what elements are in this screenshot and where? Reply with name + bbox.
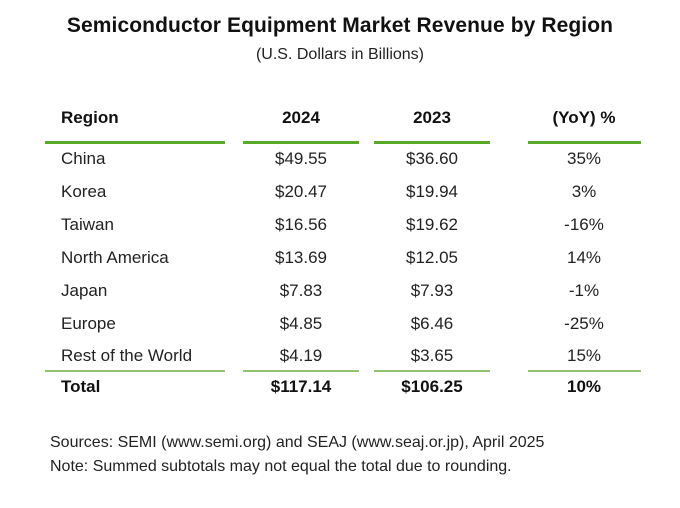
column-header-yoy: (YoY) %	[552, 108, 616, 127]
total-rule-region	[45, 370, 225, 372]
total-yoy: 10%	[566, 377, 602, 396]
value-2023-cell: $36.60	[406, 149, 458, 168]
total-rule-yoy	[528, 370, 641, 372]
total-rule-2023	[374, 370, 490, 372]
header-rule-region	[45, 141, 225, 144]
total-label: Total	[61, 377, 101, 396]
sources-note: Sources: SEMI (www.semi.org) and SEAJ (w…	[50, 434, 545, 451]
region-cell: Taiwan	[61, 215, 114, 234]
yoy-cell: 3%	[571, 182, 597, 201]
column-header-region: Region	[61, 108, 119, 127]
yoy-cell: 15%	[566, 346, 602, 365]
table-row: Japan $7.83 $7.93 -1%	[0, 281, 680, 314]
region-cell: China	[61, 149, 106, 168]
header-rule-2024	[243, 141, 359, 144]
region-cell: Korea	[61, 182, 107, 201]
table-row: North America $13.69 $12.05 14%	[0, 248, 680, 281]
column-header-2024: 2024	[282, 108, 320, 127]
yoy-cell: -16%	[564, 215, 604, 234]
value-2023-cell: $19.94	[406, 182, 458, 201]
rounding-note: Note: Summed subtotals may not equal the…	[50, 458, 512, 475]
value-2024-cell: $49.55	[275, 149, 327, 168]
value-2023-cell: $12.05	[406, 248, 458, 267]
total-2023: $106.25	[401, 377, 463, 396]
region-cell: Rest of the World	[61, 346, 193, 365]
total-2024: $117.14	[270, 377, 332, 396]
total-rule-2024	[243, 370, 359, 372]
value-2024-cell: $4.85	[279, 314, 323, 333]
value-2023-cell: $6.46	[410, 314, 454, 333]
table-row: Europe $4.85 $6.46 -25%	[0, 314, 680, 347]
header-rule-yoy	[528, 141, 641, 144]
value-2024-cell: $7.83	[279, 281, 323, 300]
value-2024-cell: $20.47	[275, 182, 327, 201]
yoy-cell: -1%	[568, 281, 600, 300]
table-row: Taiwan $16.56 $19.62 -16%	[0, 215, 680, 248]
value-2023-cell: $7.93	[410, 281, 454, 300]
value-2023-cell: $3.65	[410, 346, 454, 365]
table-row: China $49.55 $36.60 35%	[0, 149, 680, 182]
value-2024-cell: $13.69	[275, 248, 327, 267]
region-cell: Japan	[61, 281, 108, 300]
yoy-cell: 14%	[566, 248, 602, 267]
region-cell: Europe	[61, 314, 116, 333]
total-row: Total $117.14 $106.25 10%	[0, 377, 680, 410]
region-cell: North America	[61, 248, 169, 267]
table-subtitle: (U.S. Dollars in Billions)	[255, 46, 425, 63]
value-2023-cell: $19.62	[406, 215, 458, 234]
value-2024-cell: $4.19	[279, 346, 323, 365]
table-row: Rest of the World $4.19 $3.65 15%	[0, 346, 680, 379]
value-2024-cell: $16.56	[275, 215, 327, 234]
header-rule-2023	[374, 141, 490, 144]
yoy-cell: 35%	[566, 149, 602, 168]
yoy-cell: -25%	[564, 314, 604, 333]
column-header-2023: 2023	[413, 108, 451, 127]
table-title: Semiconductor Equipment Market Revenue b…	[66, 14, 614, 37]
table-row: Korea $20.47 $19.94 3%	[0, 182, 680, 215]
